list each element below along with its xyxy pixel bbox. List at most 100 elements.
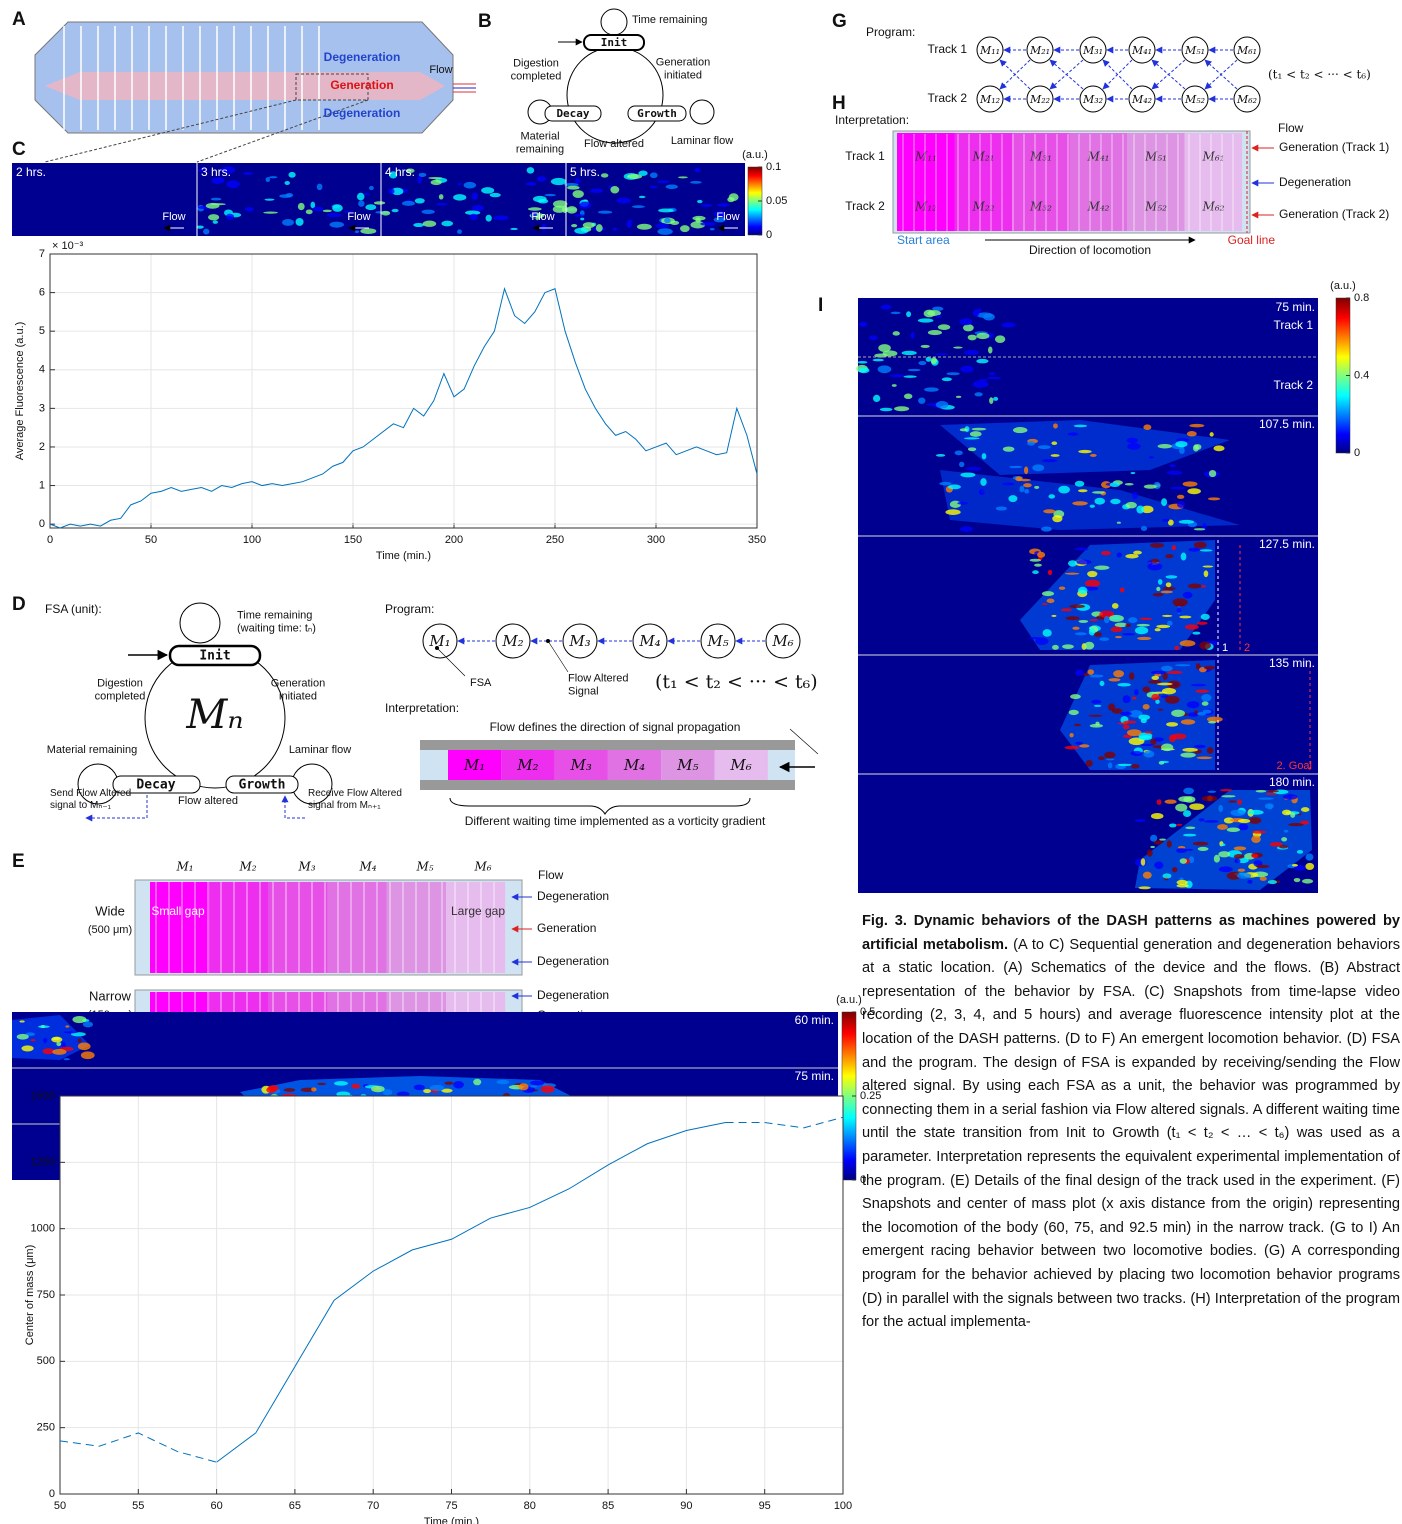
texture bbox=[1169, 735, 1176, 743]
panel-label: I bbox=[818, 295, 823, 316]
texture bbox=[610, 186, 619, 193]
texture bbox=[423, 221, 436, 227]
label: Degeneration bbox=[537, 988, 609, 1002]
texture bbox=[579, 202, 591, 209]
texture bbox=[428, 177, 442, 179]
texture bbox=[1078, 450, 1091, 453]
texture bbox=[431, 180, 442, 185]
label: Degeneration bbox=[537, 889, 609, 903]
texture bbox=[1283, 794, 1298, 800]
texture bbox=[1133, 551, 1142, 555]
texture bbox=[1140, 618, 1153, 620]
texture bbox=[656, 223, 669, 228]
texture bbox=[414, 1084, 425, 1090]
texture bbox=[1221, 795, 1235, 797]
texture bbox=[1176, 824, 1182, 826]
texture bbox=[936, 315, 942, 318]
x-tick-label: 200 bbox=[445, 534, 463, 546]
texture bbox=[1237, 873, 1251, 879]
texture bbox=[1075, 548, 1089, 551]
texture bbox=[1048, 494, 1055, 498]
texture bbox=[457, 183, 462, 185]
texture bbox=[1183, 788, 1194, 794]
texture bbox=[573, 190, 584, 198]
texture bbox=[1174, 646, 1179, 650]
texture bbox=[526, 182, 537, 186]
label: Growth bbox=[637, 107, 677, 120]
label: (t₁ < t₂ < ··· < t₆) bbox=[1268, 68, 1371, 82]
texture bbox=[1108, 678, 1120, 681]
label: Small gap bbox=[151, 904, 205, 918]
snapshot-label: 75 min. bbox=[795, 1069, 834, 1083]
label: Program: bbox=[866, 25, 915, 39]
texture bbox=[1034, 564, 1042, 567]
texture bbox=[1290, 812, 1295, 818]
texture bbox=[567, 186, 580, 190]
texture bbox=[1090, 675, 1104, 678]
texture bbox=[1247, 880, 1252, 884]
texture bbox=[496, 1080, 509, 1084]
texture bbox=[670, 221, 679, 225]
texture bbox=[544, 194, 556, 196]
texture bbox=[1170, 487, 1186, 490]
texture bbox=[1265, 793, 1277, 795]
texture bbox=[1090, 724, 1103, 728]
label: M₄ bbox=[623, 756, 645, 774]
texture bbox=[697, 200, 702, 203]
label: Digestioncompleted bbox=[95, 677, 146, 702]
texture bbox=[968, 447, 976, 451]
label: Narrow bbox=[89, 988, 132, 1003]
texture bbox=[1167, 840, 1172, 847]
texture bbox=[1227, 828, 1240, 832]
texture bbox=[1059, 587, 1065, 590]
texture bbox=[1087, 571, 1097, 577]
texture bbox=[211, 198, 222, 201]
texture bbox=[72, 1016, 86, 1023]
texture bbox=[1179, 520, 1194, 524]
texture bbox=[1041, 526, 1052, 531]
texture bbox=[381, 211, 390, 216]
texture bbox=[1068, 560, 1077, 566]
label: Laminar flow bbox=[289, 744, 351, 756]
texture bbox=[1194, 528, 1205, 530]
texture bbox=[1184, 796, 1196, 803]
texture bbox=[911, 332, 915, 339]
y-tick-label: 1500 bbox=[31, 1090, 55, 1102]
label: M₂ bbox=[501, 632, 523, 650]
texture bbox=[1284, 830, 1288, 833]
texture bbox=[1282, 810, 1291, 816]
texture bbox=[1024, 489, 1029, 494]
texture bbox=[1120, 587, 1125, 592]
state-loop bbox=[601, 9, 627, 35]
texture bbox=[1061, 608, 1072, 611]
texture bbox=[1150, 739, 1156, 745]
texture bbox=[1165, 575, 1177, 578]
label: 2 bbox=[1244, 642, 1250, 654]
texture bbox=[1177, 607, 1182, 613]
texture bbox=[1125, 483, 1134, 485]
texture bbox=[638, 171, 647, 176]
label: Init bbox=[601, 36, 628, 49]
texture bbox=[657, 228, 672, 235]
label: M₁₂ bbox=[914, 200, 937, 214]
texture bbox=[972, 428, 987, 431]
texture bbox=[1132, 492, 1138, 499]
state-loop bbox=[567, 47, 663, 143]
texture bbox=[1221, 844, 1226, 847]
label: Generation bbox=[330, 78, 393, 92]
texture bbox=[1202, 701, 1209, 705]
texture bbox=[1207, 747, 1214, 754]
label: M₃₂ bbox=[1029, 200, 1052, 214]
label: Different waiting time implemented as a … bbox=[465, 814, 766, 828]
texture bbox=[369, 186, 374, 190]
texture bbox=[968, 335, 977, 341]
label: Wide bbox=[95, 903, 125, 918]
texture bbox=[1151, 694, 1159, 700]
texture bbox=[1234, 854, 1245, 859]
texture bbox=[1171, 710, 1185, 717]
label: Flow bbox=[1278, 121, 1304, 135]
texture bbox=[1120, 712, 1132, 716]
texture bbox=[995, 335, 1005, 343]
texture bbox=[1150, 846, 1155, 848]
texture bbox=[598, 211, 612, 214]
